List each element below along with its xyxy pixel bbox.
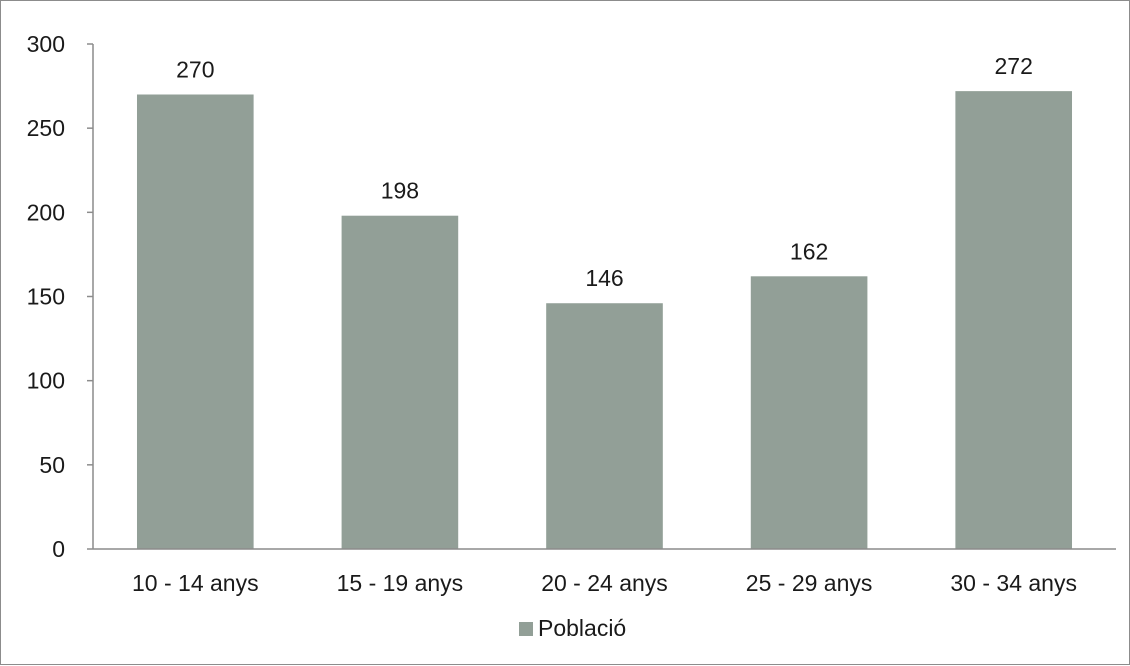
data-labels: 270 198 146 162 272 bbox=[176, 53, 1033, 291]
bar-value-label: 198 bbox=[381, 178, 419, 204]
x-axis-labels: 10 - 14 anys 15 - 19 anys 20 - 24 anys 25 -… bbox=[132, 570, 1077, 596]
y-tick-label: 100 bbox=[27, 368, 65, 394]
legend-swatch bbox=[519, 622, 533, 636]
y-tick-label: 250 bbox=[27, 115, 65, 141]
bar bbox=[955, 91, 1073, 549]
y-tick-label: 150 bbox=[27, 284, 65, 310]
x-category-label: 30 - 34 anys bbox=[950, 570, 1077, 596]
x-category-label: 15 - 19 anys bbox=[337, 570, 464, 596]
bar bbox=[750, 276, 868, 549]
y-tick-label: 200 bbox=[27, 199, 65, 225]
bar-value-label: 162 bbox=[790, 238, 828, 264]
bar-value-label: 272 bbox=[995, 53, 1033, 79]
y-tick-label: 300 bbox=[27, 31, 65, 57]
x-category-label: 10 - 14 anys bbox=[132, 570, 259, 596]
bar bbox=[546, 303, 663, 549]
y-axis-ticks: 0 50 100 150 200 250 300 bbox=[27, 31, 93, 562]
bar-value-label: 146 bbox=[585, 265, 623, 291]
bar-value-label: 270 bbox=[176, 57, 214, 83]
bar bbox=[341, 215, 459, 549]
legend-label: Població bbox=[538, 615, 626, 641]
y-tick-label: 50 bbox=[39, 452, 65, 478]
x-category-label: 25 - 29 anys bbox=[746, 570, 873, 596]
legend: Població bbox=[519, 615, 626, 641]
y-tick-label: 0 bbox=[52, 536, 65, 562]
bars bbox=[136, 91, 1073, 549]
bar bbox=[136, 94, 254, 549]
x-category-label: 20 - 24 anys bbox=[541, 570, 668, 596]
